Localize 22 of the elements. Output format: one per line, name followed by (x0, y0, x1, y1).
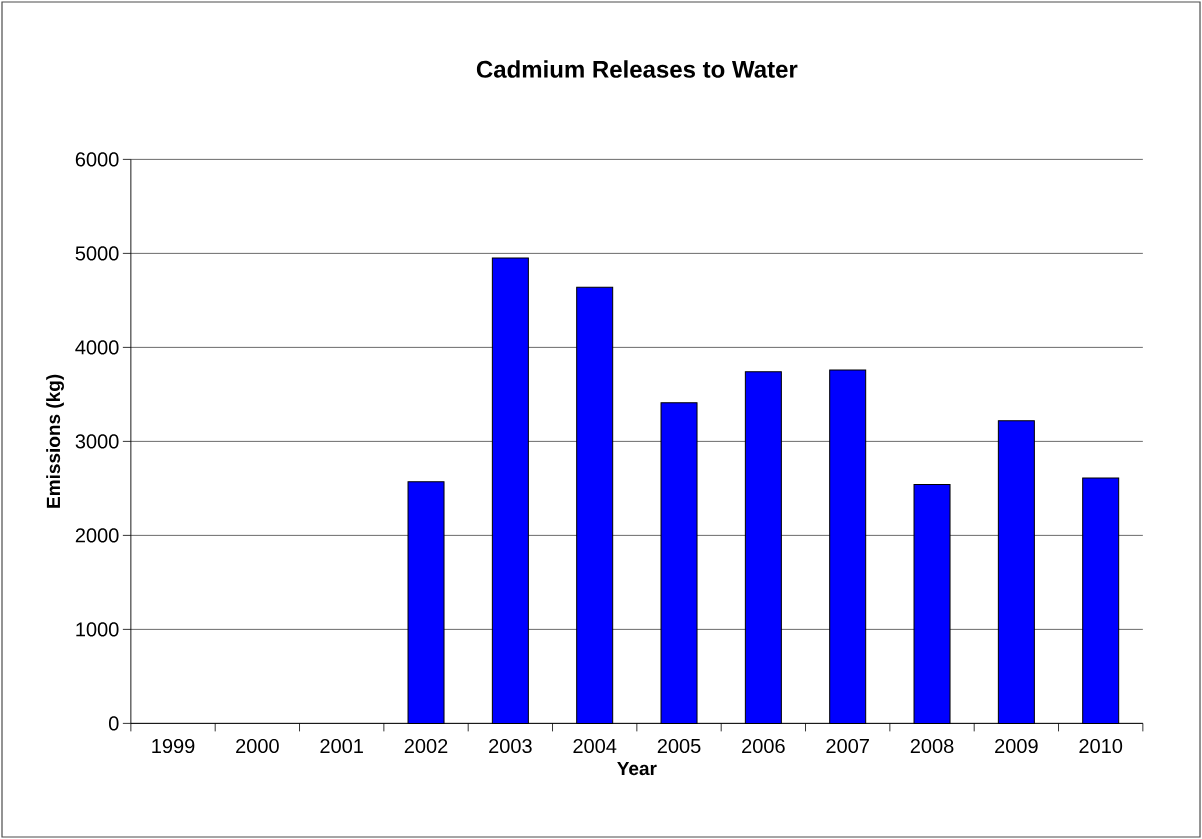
y-tick-label: 3000 (75, 434, 119, 449)
y-tick-label: 5000 (75, 246, 119, 261)
x-tick-label: 2008 (910, 738, 954, 754)
y-tick-label: 1000 (76, 622, 119, 637)
y-tick-label: 6000 (75, 152, 119, 167)
x-tick-label: 1999 (152, 738, 195, 754)
x-tick-label: 2007 (826, 738, 869, 754)
y-tick-label: 4000 (75, 340, 119, 355)
x-tick-label: 2010 (1079, 738, 1123, 754)
y-axis-title: Emissions (kg) (46, 374, 64, 508)
x-tick-label: 2005 (657, 738, 701, 754)
x-tick-label: 2006 (742, 738, 785, 754)
x-tick-label: 2000 (236, 738, 279, 754)
x-axis-title: Year (617, 761, 657, 776)
x-tick-label: 2002 (404, 738, 448, 754)
x-tick-label: 2001 (320, 738, 363, 754)
chart-title: Cadmium Releases to Water (476, 60, 798, 78)
x-tick-label: 2003 (489, 738, 532, 754)
y-tick-label: 0 (108, 716, 119, 731)
x-tick-label: 2009 (995, 738, 1038, 754)
x-tick-label: 2004 (573, 738, 617, 754)
y-tick-label: 2000 (75, 528, 119, 543)
